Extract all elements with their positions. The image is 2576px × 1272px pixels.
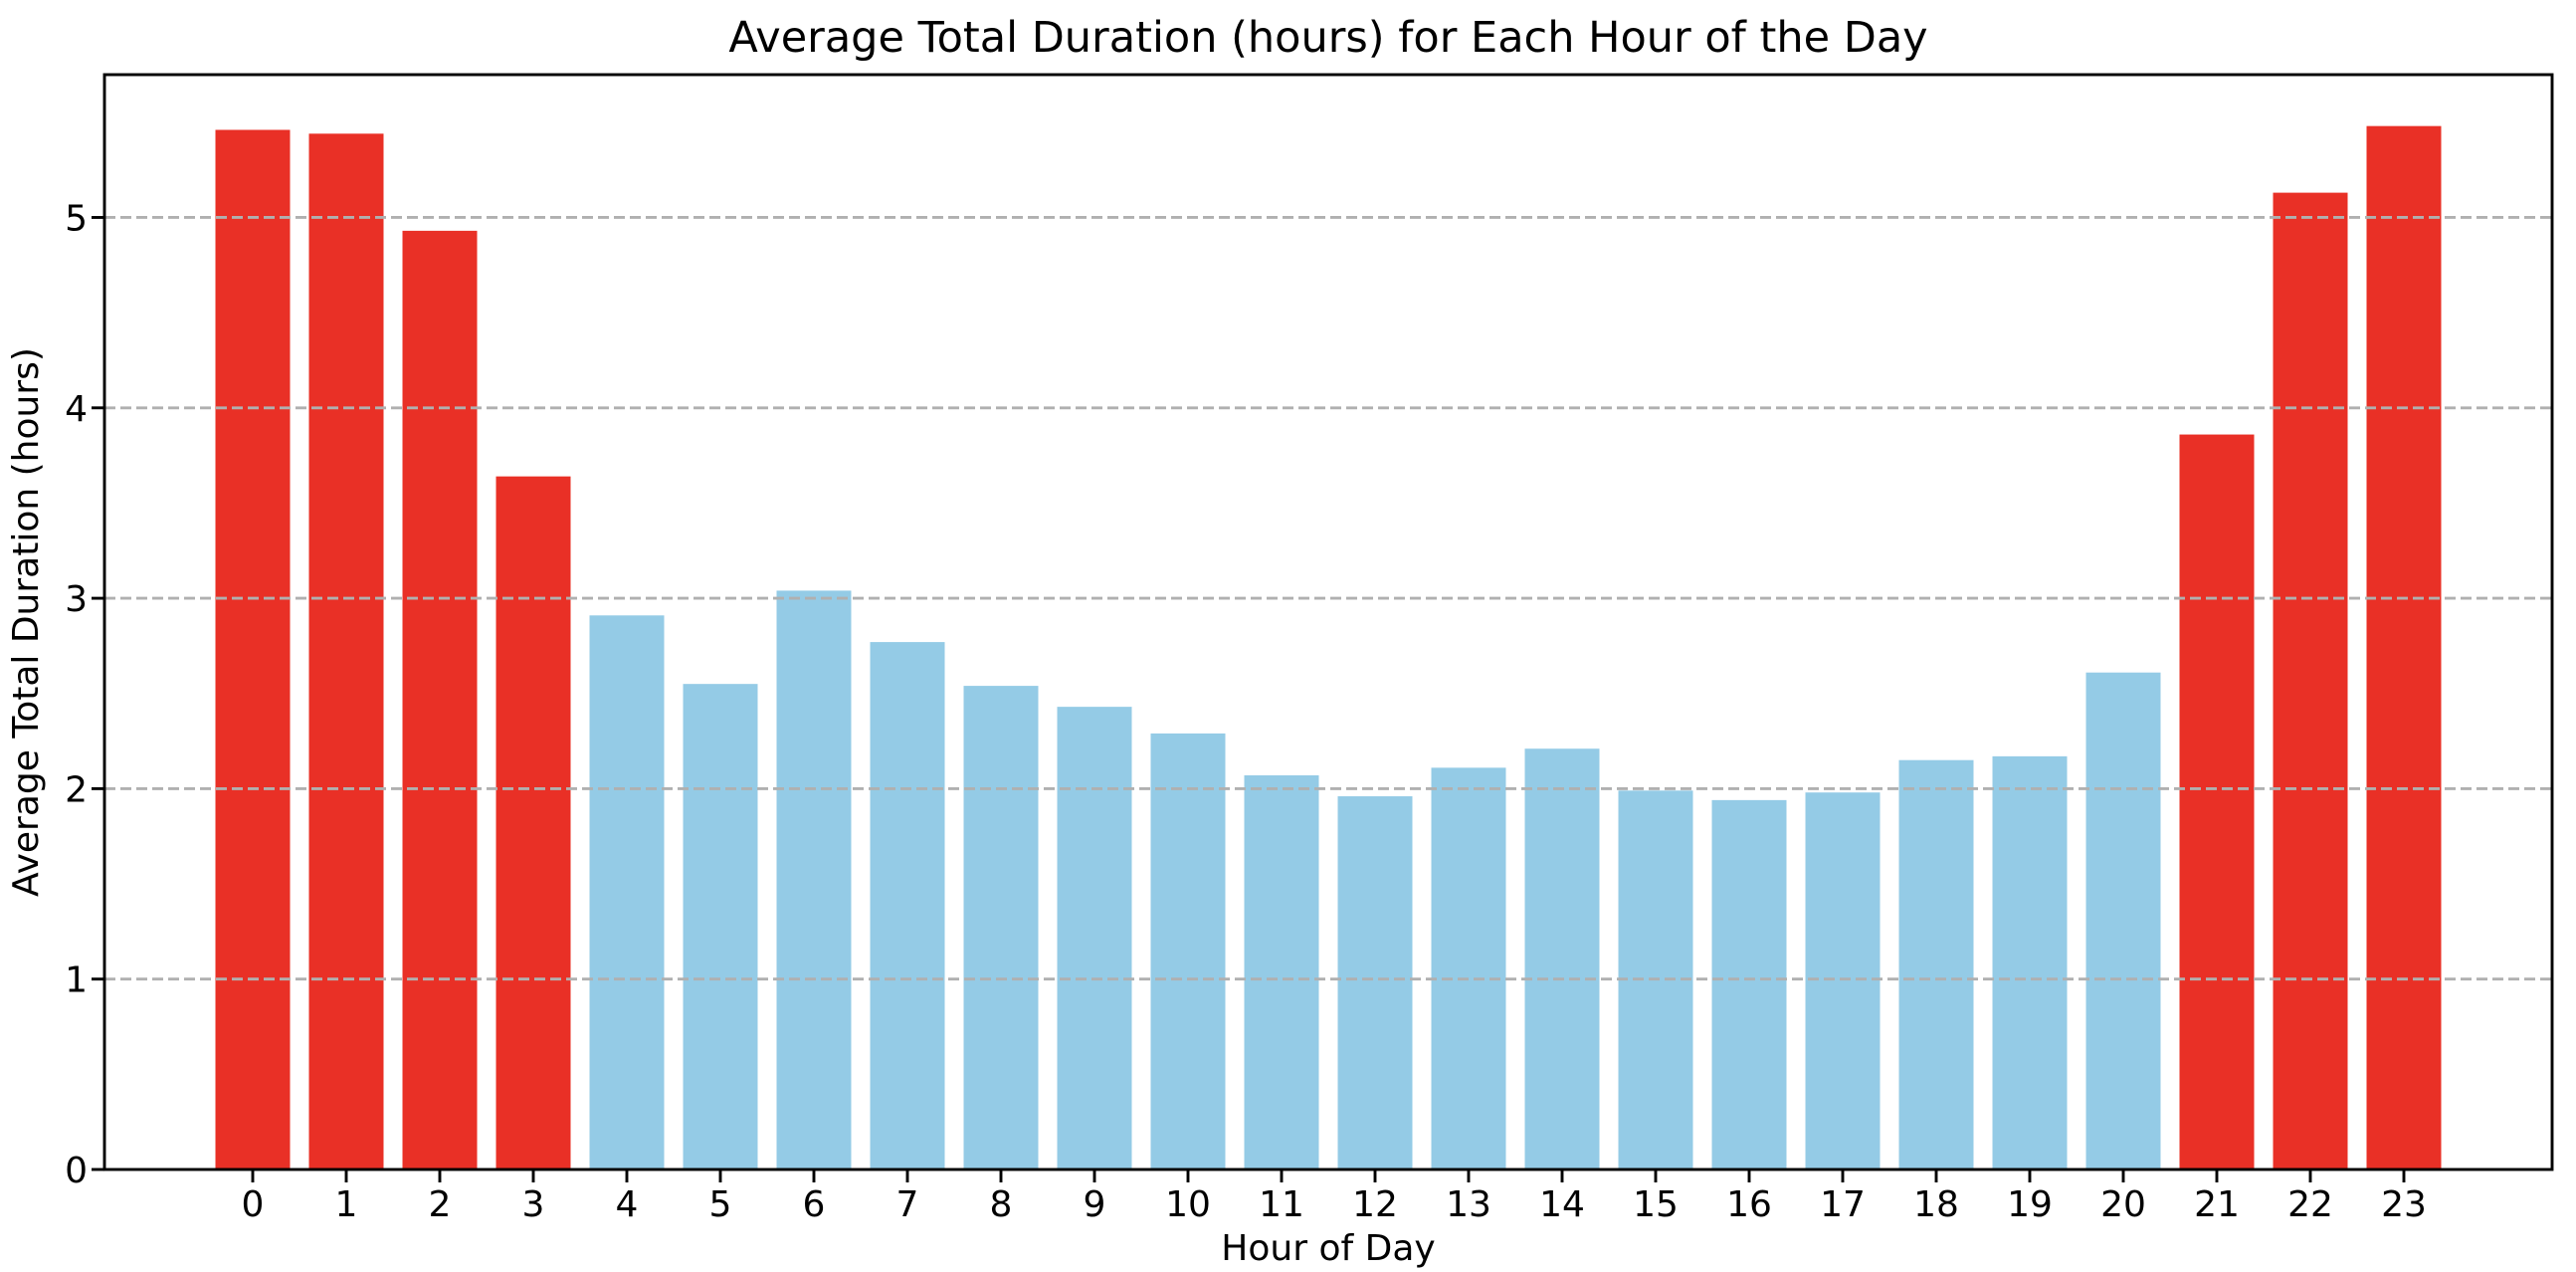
x-tick-label-5: 5: [709, 1184, 732, 1225]
y-tick-label-3: 3: [65, 579, 88, 620]
x-tick-label-3: 3: [522, 1184, 545, 1225]
x-tick-label-20: 20: [2100, 1184, 2146, 1225]
axes-layer: 0 1 2 3 4 5 6 7 8 9 10 11 12 13 14 15 16 17 18 19 20 21 22 2301…: [65, 73, 2554, 1225]
bar-hour-0: [215, 129, 291, 1169]
x-tick-label-7: 7: [896, 1184, 919, 1225]
x-tick-label-19: 19: [2007, 1184, 2053, 1225]
bar-hour-1: [308, 133, 384, 1170]
bar-hour-13: [1431, 767, 1506, 1169]
x-tick-label-13: 13: [1446, 1184, 1491, 1225]
x-tick-label-11: 11: [1259, 1184, 1304, 1225]
x-tick-label-16: 16: [1726, 1184, 1772, 1225]
bar-hour-23: [2366, 125, 2442, 1169]
bars-layer: [215, 125, 2442, 1170]
bar-hour-21: [2179, 434, 2255, 1170]
x-tick-label-8: 8: [990, 1184, 1013, 1225]
bar-hour-10: [1150, 733, 1226, 1169]
x-tick-label-23: 23: [2381, 1184, 2427, 1225]
bar-hour-2: [402, 230, 478, 1169]
x-tick-label-21: 21: [2194, 1184, 2240, 1225]
y-tick-label-5: 5: [65, 198, 88, 239]
x-tick-label-0: 0: [242, 1184, 265, 1225]
bar-hour-7: [870, 642, 945, 1169]
bar-hour-20: [2085, 672, 2161, 1169]
bar-hour-6: [776, 590, 852, 1169]
x-tick-label-6: 6: [803, 1184, 826, 1225]
plot-border: [102, 73, 2554, 1171]
y-axis-label: Average Total Duration (hours): [6, 347, 47, 897]
bar-hour-19: [1992, 755, 2068, 1169]
bar-hour-18: [1898, 759, 1974, 1169]
x-tick-label-14: 14: [1539, 1184, 1585, 1225]
y-tick-label-2: 2: [65, 769, 88, 810]
bar-hour-4: [589, 615, 665, 1169]
bar-hour-9: [1057, 707, 1132, 1169]
x-tick-label-2: 2: [429, 1184, 452, 1225]
y-tick-label-4: 4: [65, 389, 88, 430]
x-tick-label-10: 10: [1165, 1184, 1211, 1225]
bar-hour-16: [1711, 799, 1787, 1169]
bar-hour-14: [1524, 748, 1600, 1169]
bar-hour-8: [963, 686, 1039, 1169]
chart-title: Average Total Duration (hours) for Each …: [728, 13, 1927, 63]
x-tick-label-18: 18: [1913, 1184, 1959, 1225]
y-tick-label-1: 1: [65, 960, 88, 1001]
x-tick-label-12: 12: [1352, 1184, 1398, 1225]
bar-hour-11: [1244, 775, 1319, 1169]
x-tick-label-15: 15: [1633, 1184, 1679, 1225]
x-tick-label-9: 9: [1084, 1184, 1106, 1225]
x-axis-label: Hour of Day: [1221, 1228, 1435, 1269]
y-tick-label-0: 0: [65, 1151, 88, 1191]
bar-hour-12: [1337, 796, 1413, 1169]
x-tick-label-1: 1: [335, 1184, 358, 1225]
bar-hour-3: [495, 476, 571, 1169]
bar-hour-22: [2273, 192, 2348, 1169]
grid-layer: [104, 216, 2552, 981]
bar-hour-5: [683, 684, 758, 1169]
x-tick-label-4: 4: [616, 1184, 639, 1225]
bar-hour-17: [1805, 792, 1881, 1169]
x-tick-label-17: 17: [1820, 1184, 1866, 1225]
x-tick-label-22: 22: [2287, 1184, 2333, 1225]
